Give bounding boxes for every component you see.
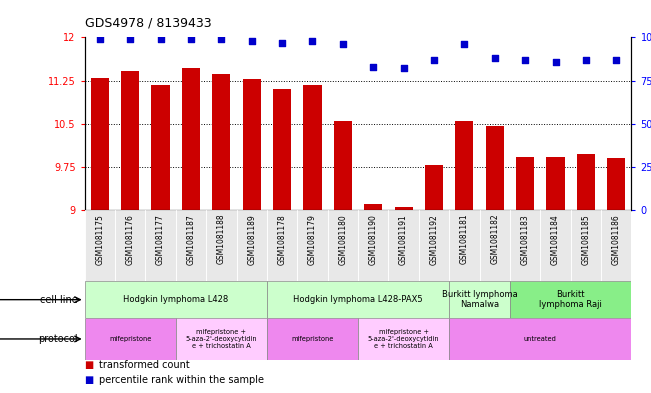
Bar xyxy=(236,210,267,281)
Point xyxy=(459,41,469,48)
Text: cell line: cell line xyxy=(40,295,78,305)
Bar xyxy=(145,210,176,281)
Bar xyxy=(176,318,267,360)
Point xyxy=(520,57,531,63)
Bar xyxy=(298,210,327,281)
Bar xyxy=(243,79,261,210)
Bar xyxy=(85,281,267,318)
Bar xyxy=(449,210,480,281)
Text: GSM1081186: GSM1081186 xyxy=(612,214,621,264)
Point xyxy=(216,36,227,42)
Text: Burkitt
lymphoma Raji: Burkitt lymphoma Raji xyxy=(539,290,602,309)
Text: GDS4978 / 8139433: GDS4978 / 8139433 xyxy=(85,17,212,29)
Text: GSM1081189: GSM1081189 xyxy=(247,214,256,264)
Text: GSM1081191: GSM1081191 xyxy=(399,214,408,264)
Text: mifepristone: mifepristone xyxy=(291,336,334,342)
Point xyxy=(611,57,622,63)
Text: transformed count: transformed count xyxy=(99,360,189,371)
Point xyxy=(398,65,409,72)
Text: GSM1081176: GSM1081176 xyxy=(126,214,135,264)
Text: Hodgkin lymphoma L428: Hodgkin lymphoma L428 xyxy=(123,295,229,304)
Text: Hodgkin lymphoma L428-PAX5: Hodgkin lymphoma L428-PAX5 xyxy=(293,295,423,304)
Bar xyxy=(176,210,206,281)
Bar xyxy=(115,210,145,281)
Point xyxy=(307,38,318,44)
Text: GSM1081178: GSM1081178 xyxy=(277,214,286,264)
Bar xyxy=(486,125,504,210)
Bar xyxy=(267,210,298,281)
Text: GSM1081180: GSM1081180 xyxy=(339,214,348,264)
Bar xyxy=(273,89,291,210)
Bar xyxy=(267,281,449,318)
Text: GSM1081182: GSM1081182 xyxy=(490,214,499,264)
Text: GSM1081183: GSM1081183 xyxy=(521,214,530,264)
Bar xyxy=(577,154,595,210)
Bar xyxy=(389,210,419,281)
Bar xyxy=(85,210,115,281)
Bar xyxy=(419,210,449,281)
Text: GSM1081188: GSM1081188 xyxy=(217,214,226,264)
Text: GSM1081177: GSM1081177 xyxy=(156,214,165,264)
Bar xyxy=(546,157,564,210)
Text: GSM1081184: GSM1081184 xyxy=(551,214,560,264)
Bar xyxy=(455,121,473,210)
Bar xyxy=(212,73,230,210)
Bar xyxy=(510,210,540,281)
Point xyxy=(247,38,257,44)
Bar xyxy=(510,281,631,318)
Point xyxy=(581,57,591,63)
Point xyxy=(338,41,348,48)
Point xyxy=(490,55,500,61)
Bar xyxy=(267,318,358,360)
Point xyxy=(94,36,105,42)
Text: GSM1081185: GSM1081185 xyxy=(581,214,590,264)
Point xyxy=(277,39,287,46)
Bar xyxy=(540,210,571,281)
Bar xyxy=(358,318,449,360)
Text: GSM1081190: GSM1081190 xyxy=(368,214,378,264)
Bar xyxy=(601,210,631,281)
Bar xyxy=(327,210,358,281)
Bar xyxy=(182,68,200,210)
Text: ■: ■ xyxy=(85,375,97,386)
Bar xyxy=(516,157,534,210)
Bar xyxy=(395,208,413,210)
Bar xyxy=(358,210,389,281)
Bar xyxy=(85,318,176,360)
Text: ■: ■ xyxy=(85,360,97,371)
Text: GSM1081181: GSM1081181 xyxy=(460,214,469,264)
Text: protocol: protocol xyxy=(38,334,78,344)
Text: GSM1081175: GSM1081175 xyxy=(95,214,104,264)
Text: GSM1081179: GSM1081179 xyxy=(308,214,317,264)
Bar xyxy=(571,210,601,281)
Bar xyxy=(449,281,510,318)
Text: GSM1081192: GSM1081192 xyxy=(430,214,439,264)
Bar xyxy=(449,318,631,360)
Text: GSM1081187: GSM1081187 xyxy=(186,214,195,264)
Bar xyxy=(607,158,626,210)
Text: Burkitt lymphoma
Namalwa: Burkitt lymphoma Namalwa xyxy=(441,290,518,309)
Bar xyxy=(121,71,139,210)
Bar xyxy=(425,165,443,210)
Text: mifepristone +
5-aza-2'-deoxycytidin
e + trichostatin A: mifepristone + 5-aza-2'-deoxycytidin e +… xyxy=(186,329,257,349)
Point xyxy=(429,57,439,63)
Point xyxy=(368,64,378,70)
Point xyxy=(156,36,166,42)
Bar xyxy=(480,210,510,281)
Point xyxy=(125,36,135,42)
Point xyxy=(550,59,561,65)
Bar xyxy=(152,85,170,210)
Point xyxy=(186,36,196,42)
Bar xyxy=(334,121,352,210)
Text: untreated: untreated xyxy=(524,336,557,342)
Bar xyxy=(364,204,382,210)
Text: percentile rank within the sample: percentile rank within the sample xyxy=(99,375,264,386)
Bar xyxy=(90,78,109,210)
Bar xyxy=(206,210,236,281)
Text: mifepristone: mifepristone xyxy=(109,336,152,342)
Bar xyxy=(303,85,322,210)
Text: mifepristone +
5-aza-2'-deoxycytidin
e + trichostatin A: mifepristone + 5-aza-2'-deoxycytidin e +… xyxy=(368,329,439,349)
